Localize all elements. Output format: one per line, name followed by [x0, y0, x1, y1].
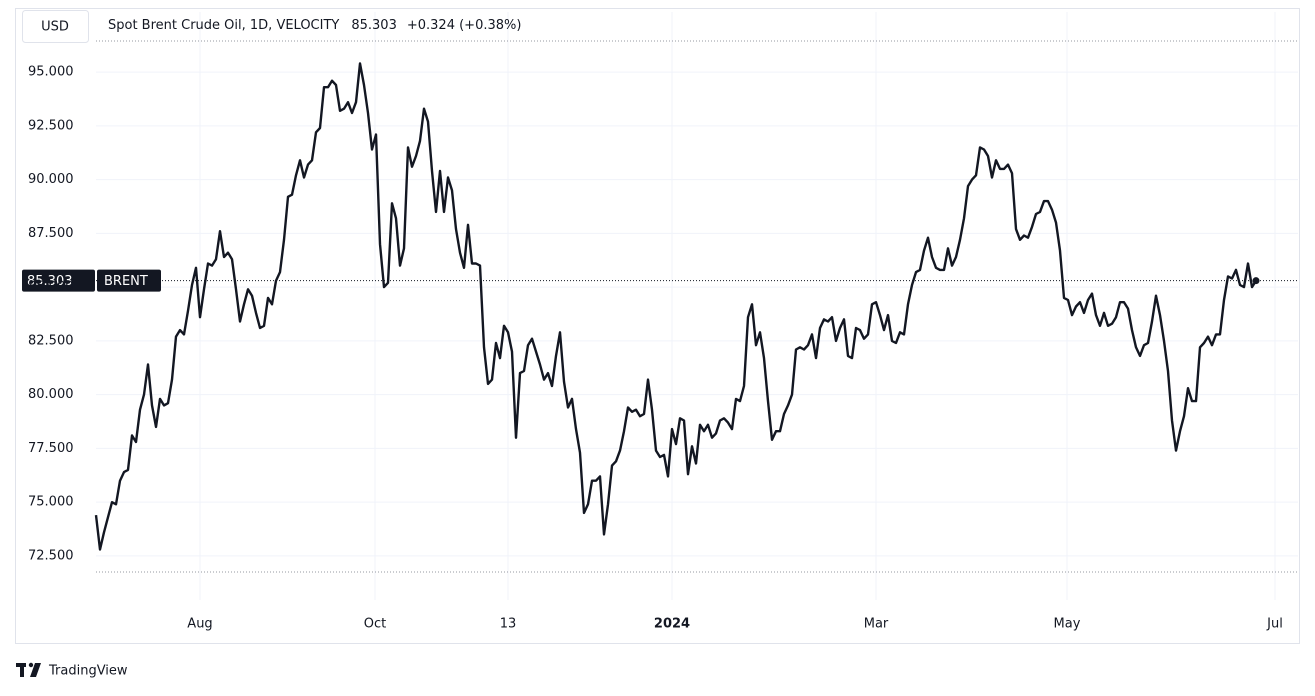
change-label: +0.324 (+0.38%) — [407, 18, 522, 33]
y-tick-label: 87.500 — [28, 226, 74, 241]
y-tick-label: 92.500 — [28, 118, 74, 133]
x-tick-label: Oct — [364, 617, 386, 632]
y-tick-label: 75.000 — [28, 495, 74, 510]
x-tick-label: May — [1054, 617, 1081, 632]
price-tag-label: 85.303 — [27, 274, 73, 289]
x-tick-label: 13 — [500, 617, 517, 632]
x-tick-label: 2024 — [654, 617, 690, 632]
plot-layer: 85.303 BRENT — [22, 62, 1298, 551]
x-tick-label: Jul — [1266, 617, 1283, 632]
y-tick-label: 80.000 — [28, 387, 74, 402]
symbol-tag-label: BRENT — [104, 274, 148, 289]
y-tick-label: 77.500 — [28, 441, 74, 456]
y-tick-label: 95.000 — [28, 65, 74, 80]
logo-part — [28, 662, 34, 668]
grid-layer — [96, 12, 1298, 600]
price-line — [94, 62, 1258, 551]
y-tick-label: 85.000 — [28, 280, 74, 295]
legend: Spot Brent Crude Oil, 1D, VELOCITY 85.303… — [108, 18, 521, 33]
currency-label: USD — [41, 20, 69, 35]
y-tick-label: 82.500 — [28, 333, 74, 348]
price-tag — [22, 269, 95, 292]
chart-title: Spot Brent Crude Oil, 1D, VELOCITY — [108, 18, 339, 33]
brand-logo — [16, 662, 41, 677]
logo-part — [20, 663, 24, 677]
currency-box[interactable] — [22, 10, 89, 43]
x-tick-label: Aug — [187, 617, 212, 632]
y-tick-label: 72.500 — [28, 548, 74, 563]
last-point — [1252, 277, 1260, 285]
chart-frame — [15, 8, 1300, 644]
last-price: 85.303 — [351, 18, 397, 33]
x-tick-label: Mar — [864, 617, 889, 632]
logo-part — [30, 663, 41, 677]
symbol-tag — [97, 269, 161, 292]
brand-name: TradingView — [48, 664, 128, 679]
y-tick-label: 90.000 — [28, 172, 74, 187]
